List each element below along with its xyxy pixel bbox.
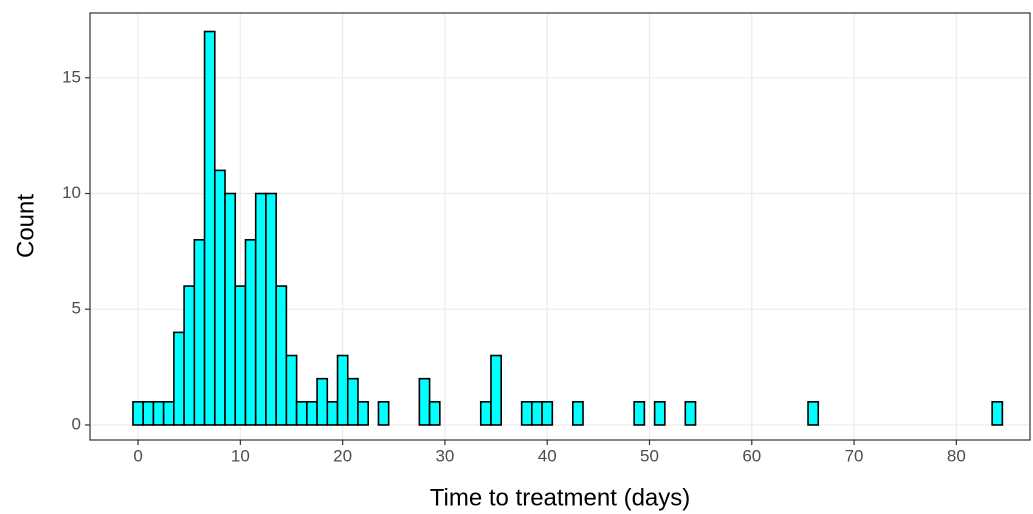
bar	[275, 285, 288, 426]
bar	[213, 169, 226, 426]
bar	[142, 401, 155, 426]
plot-border	[89, 12, 1031, 441]
bar	[265, 192, 277, 426]
bar	[490, 354, 502, 426]
y-tick-label: 5	[72, 299, 81, 318]
bar	[316, 377, 329, 426]
bar	[653, 401, 666, 426]
bar	[244, 239, 257, 426]
bar	[193, 239, 206, 426]
bar	[541, 401, 554, 426]
y-tick-label: 0	[72, 414, 81, 433]
bar	[633, 401, 646, 426]
bar	[336, 354, 349, 426]
bar	[357, 401, 370, 426]
bar	[346, 377, 359, 426]
bar	[306, 401, 318, 426]
bar	[183, 285, 196, 426]
bar	[377, 401, 390, 426]
bar	[152, 401, 165, 426]
bar	[418, 377, 431, 426]
bar	[173, 331, 185, 426]
bar	[203, 30, 216, 426]
bar	[254, 192, 267, 426]
bar	[295, 401, 308, 426]
bar	[326, 401, 339, 426]
bar	[807, 401, 820, 426]
bar	[684, 401, 697, 426]
x-tick-label: 0	[133, 446, 142, 465]
bar	[520, 401, 533, 426]
x-tick-label: 70	[845, 446, 864, 465]
bar	[479, 401, 492, 426]
x-axis-title: Time to treatment (days)	[430, 484, 691, 511]
x-tick-label: 80	[947, 446, 966, 465]
bar	[224, 192, 237, 426]
y-axis-title: Count	[12, 194, 39, 258]
x-tick-label: 60	[742, 446, 761, 465]
y-tick-label: 15	[62, 67, 81, 86]
x-tick-label: 40	[538, 446, 557, 465]
bar	[132, 401, 144, 426]
x-tick-label: 10	[231, 446, 250, 465]
bar	[991, 401, 1004, 426]
y-tick-label: 10	[62, 183, 81, 202]
x-tick-label: 20	[333, 446, 352, 465]
bar	[285, 354, 298, 426]
x-tick-label: 30	[435, 446, 454, 465]
x-tick-label: 50	[640, 446, 659, 465]
bar	[571, 401, 584, 426]
bar	[162, 401, 175, 426]
bar	[531, 401, 543, 426]
bar	[234, 285, 247, 426]
bar	[428, 401, 441, 426]
